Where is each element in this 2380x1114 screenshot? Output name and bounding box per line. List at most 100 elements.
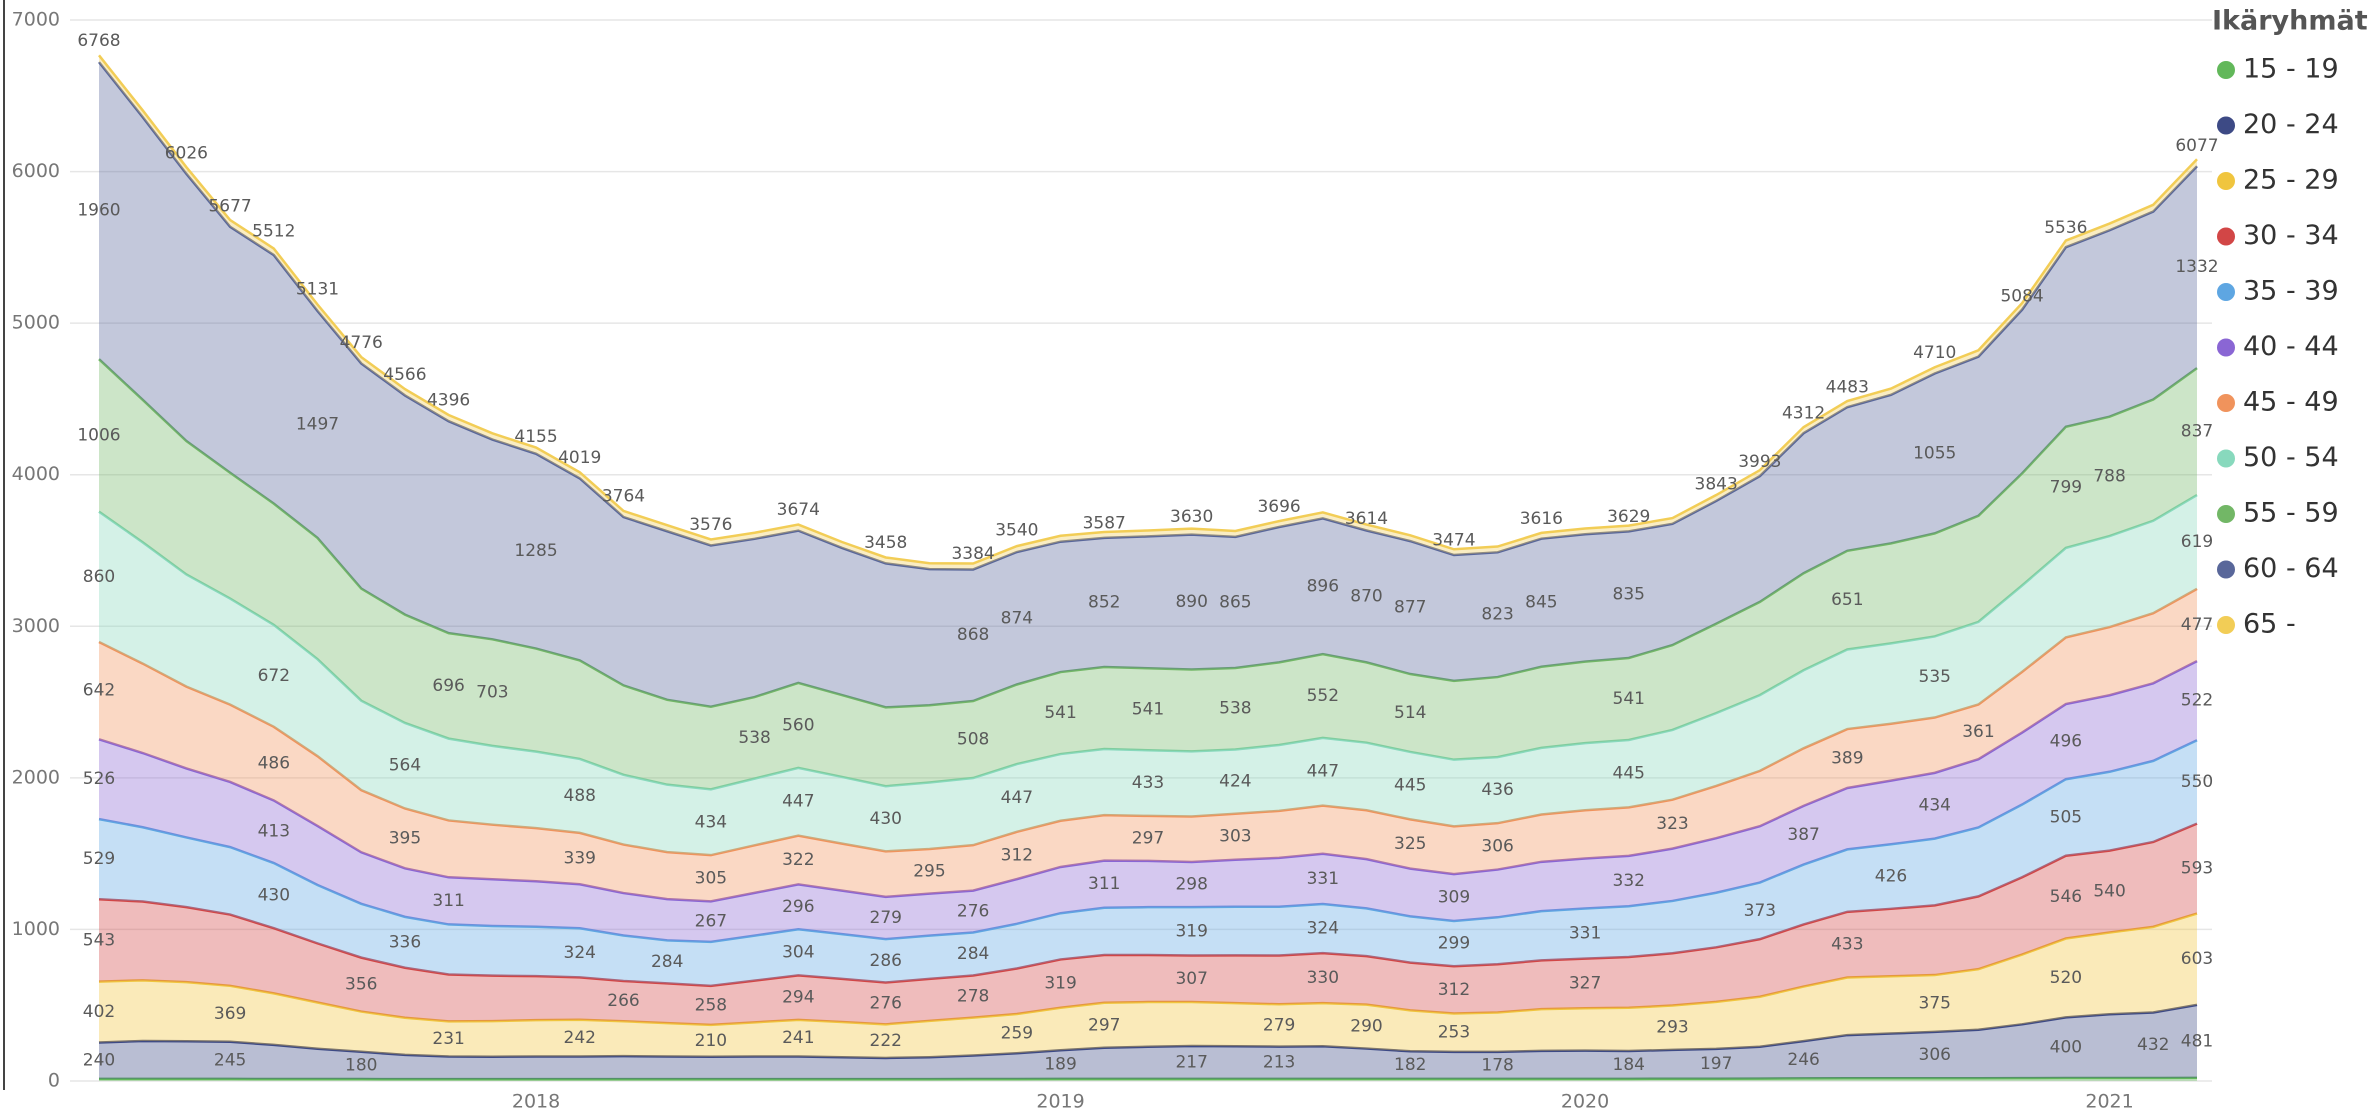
total-label: 3576 [689, 515, 732, 535]
total-label: 4710 [1913, 343, 1956, 363]
value-label: 311 [432, 891, 464, 911]
total-label: 4312 [1782, 403, 1825, 423]
value-label: 552 [1307, 686, 1339, 706]
value-label: 304 [782, 942, 814, 962]
value-label: 837 [2181, 422, 2213, 442]
value-label: 865 [1219, 592, 1251, 612]
value-label: 400 [2050, 1038, 2082, 1058]
value-label: 890 [1175, 592, 1207, 612]
area-fill [99, 1004, 2197, 1080]
value-label: 433 [1831, 935, 1863, 955]
y-tick-label: 5000 [12, 312, 60, 334]
y-tick-label: 3000 [12, 615, 60, 637]
value-label: 279 [870, 908, 902, 928]
total-label: 5131 [296, 279, 339, 299]
value-label: 426 [1875, 867, 1907, 887]
value-label: 508 [957, 730, 989, 750]
value-label: 1960 [77, 201, 120, 221]
total-label: 3458 [864, 533, 907, 553]
value-label: 430 [870, 809, 902, 829]
value-label: 276 [870, 993, 902, 1013]
legend-title: Ikäryhmät [2212, 6, 2368, 37]
legend-marker [2217, 616, 2235, 634]
x-tick-label: 2018 [512, 1091, 560, 1113]
legend-marker [2217, 560, 2235, 579]
total-label: 4483 [1826, 378, 1869, 398]
value-label: 434 [1919, 796, 1951, 816]
value-label: 178 [1481, 1055, 1513, 1075]
legend-label: 65 - [2243, 609, 2296, 640]
value-label: 305 [695, 868, 727, 888]
value-label: 267 [695, 912, 727, 932]
total-label: 4776 [340, 333, 383, 353]
value-label: 877 [1394, 598, 1426, 618]
value-label: 560 [782, 715, 814, 735]
value-label: 1332 [2175, 257, 2218, 277]
area-fill [99, 359, 2197, 790]
value-label: 550 [2181, 772, 2213, 792]
value-label: 868 [957, 625, 989, 645]
value-label: 433 [1132, 773, 1164, 793]
value-label: 505 [2050, 807, 2082, 827]
value-label: 642 [83, 681, 115, 701]
value-label: 296 [782, 897, 814, 917]
total-label: 5512 [252, 222, 295, 242]
value-label: 447 [1001, 788, 1033, 808]
area-fill [99, 62, 2197, 708]
legend-label: 25 - 29 [2243, 165, 2339, 196]
value-label: 241 [782, 1028, 814, 1048]
value-label: 324 [1307, 919, 1339, 939]
y-tick-label: 0 [48, 1070, 60, 1092]
value-label: 835 [1613, 585, 1645, 605]
value-label: 324 [564, 943, 596, 963]
legend-label: 50 - 54 [2243, 442, 2339, 473]
value-label: 488 [564, 786, 596, 806]
value-label: 231 [432, 1029, 464, 1049]
value-label: 860 [83, 567, 115, 587]
value-label: 323 [1656, 814, 1688, 834]
value-label: 276 [957, 902, 989, 922]
value-label: 603 [2181, 949, 2213, 969]
value-label: 447 [1307, 762, 1339, 782]
y-tick-label: 6000 [12, 160, 60, 182]
value-label: 481 [2181, 1031, 2213, 1051]
value-label: 266 [607, 991, 639, 1011]
value-label: 375 [1919, 993, 1951, 1013]
total-label: 4155 [514, 427, 557, 447]
value-label: 535 [1919, 667, 1951, 687]
value-label: 246 [1787, 1050, 1819, 1070]
value-label: 240 [83, 1051, 115, 1071]
value-label: 852 [1088, 592, 1120, 612]
value-label: 180 [345, 1055, 377, 1075]
legend-label: 60 - 64 [2243, 553, 2339, 584]
value-label: 477 [2181, 615, 2213, 635]
legend-label: 45 - 49 [2243, 387, 2339, 418]
value-label: 413 [258, 822, 290, 842]
value-label: 213 [1263, 1053, 1295, 1073]
total-label: 5677 [208, 197, 251, 217]
value-label: 312 [1001, 845, 1033, 865]
total-label: 3616 [1520, 509, 1563, 529]
value-label: 486 [258, 754, 290, 774]
value-label: 593 [2181, 859, 2213, 879]
value-label: 210 [695, 1031, 727, 1051]
value-label: 284 [651, 952, 683, 972]
legend-marker [2217, 505, 2235, 523]
value-label: 297 [1088, 1015, 1120, 1035]
legend-label: 30 - 34 [2243, 220, 2339, 251]
value-label: 432 [2137, 1035, 2169, 1055]
value-label: 311 [1088, 874, 1120, 894]
total-label: 5536 [2044, 218, 2087, 238]
value-label: 1497 [296, 414, 339, 434]
legend-marker [2217, 61, 2235, 79]
value-label: 447 [782, 792, 814, 812]
value-label: 896 [1307, 576, 1339, 596]
value-label: 526 [83, 769, 115, 789]
value-label: 278 [957, 987, 989, 1007]
value-label: 189 [1044, 1055, 1076, 1075]
total-label: 6077 [2175, 136, 2218, 156]
value-label: 356 [345, 975, 377, 995]
value-label: 703 [476, 683, 508, 703]
total-label: 5084 [2000, 286, 2043, 306]
area-fill [99, 661, 2197, 942]
